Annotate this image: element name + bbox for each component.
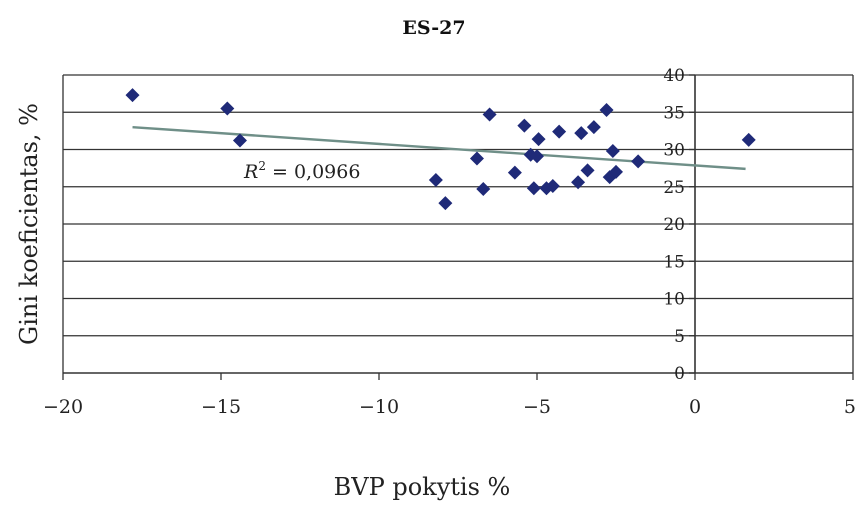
data-point-0 <box>125 88 140 103</box>
data-point-15 <box>545 179 560 194</box>
data-point-2 <box>232 133 247 148</box>
x-ticks <box>62 373 854 380</box>
data-point-4 <box>438 196 453 211</box>
r-squared-annotation: R2 = 0,0966 <box>243 159 360 183</box>
y-tick-label-6: 30 <box>663 141 685 161</box>
y-tick-label-8: 40 <box>663 66 685 86</box>
data-point-12 <box>530 149 544 164</box>
plot-area: −20 −15 −10 −5 0 5 0 5 10 15 20 25 30 35 40 <box>43 66 856 418</box>
chart-title: ES-27 <box>402 17 465 39</box>
data-point-6 <box>476 181 491 196</box>
data-point-23 <box>605 143 620 158</box>
x-axis-title: BVP pokytis % <box>334 473 511 501</box>
y-ticks <box>689 74 695 374</box>
grid-lines <box>63 74 853 337</box>
data-point-20 <box>586 120 601 135</box>
data-point-9 <box>517 118 532 133</box>
x-tick-label-1: −15 <box>201 396 241 418</box>
data-point-24 <box>609 164 623 179</box>
data-point-18 <box>574 126 589 141</box>
y-tick-label-0: 0 <box>674 364 685 384</box>
data-point-7 <box>482 107 497 122</box>
data-point-13 <box>531 132 546 147</box>
r-squared-symbol: R <box>243 161 258 183</box>
data-point-5 <box>469 151 484 166</box>
data-point-16 <box>552 124 567 139</box>
x-tick-label-5: 5 <box>844 396 856 418</box>
data-point-8 <box>507 165 522 180</box>
y-tick-label-3: 15 <box>663 252 685 272</box>
y-tick-label-4: 20 <box>663 215 685 235</box>
trendline <box>132 125 746 171</box>
data-point-3 <box>428 173 443 188</box>
data-point-26 <box>741 132 756 147</box>
data-point-19 <box>580 163 595 178</box>
data-points <box>125 88 756 211</box>
data-point-11 <box>526 181 541 196</box>
data-point-21 <box>599 103 614 118</box>
y-tick-label-2: 10 <box>663 290 685 310</box>
x-tick-label-2: −10 <box>359 396 399 418</box>
y-tick-label-1: 5 <box>674 327 685 347</box>
x-tick-label-4: 0 <box>689 396 701 418</box>
y-tick-label-5: 25 <box>663 178 685 198</box>
data-point-1 <box>220 101 235 116</box>
x-tick-label-0: −20 <box>43 396 83 418</box>
y-tick-label-7: 35 <box>663 103 685 123</box>
y-axis-title: Gini koeficientas, % <box>15 103 43 345</box>
data-point-17 <box>571 175 586 190</box>
r-squared-superscript: 2 <box>258 159 266 173</box>
x-tick-labels: −20 −15 −10 −5 0 5 <box>43 396 856 418</box>
data-point-25 <box>631 154 646 169</box>
r-squared-value: = 0,0966 <box>266 161 360 183</box>
x-tick-label-3: −5 <box>523 396 551 418</box>
y-tick-labels: 0 5 10 15 20 25 30 35 40 <box>663 66 685 384</box>
